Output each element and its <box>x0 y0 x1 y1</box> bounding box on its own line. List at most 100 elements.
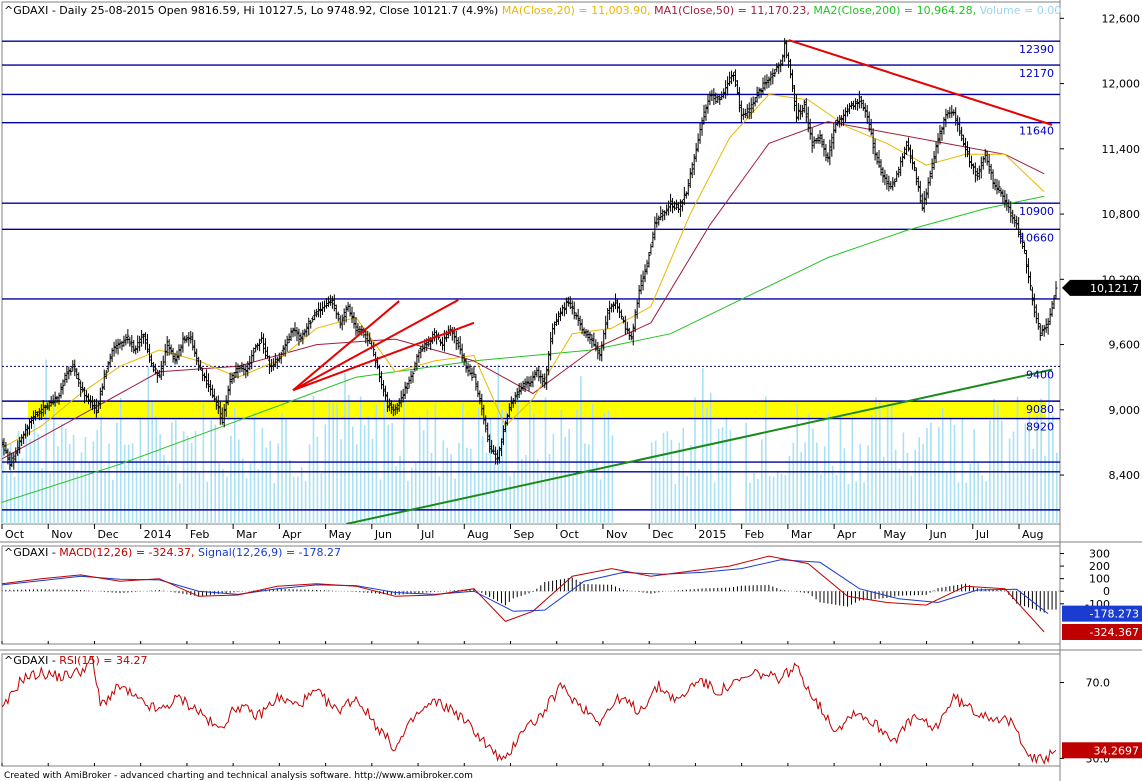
volume-bar <box>934 462 936 524</box>
volume-bar <box>961 417 964 524</box>
volume-bar <box>883 456 885 524</box>
volume-bar <box>289 459 291 524</box>
header-ma20: MA(Close,20) = 11,003.90, <box>498 4 650 17</box>
volume-bar <box>57 446 59 524</box>
volume-bar <box>37 433 39 524</box>
volume-bar <box>875 397 877 524</box>
volume-bar <box>765 396 767 524</box>
volume-bar <box>131 443 134 524</box>
volume-bar <box>127 444 130 524</box>
rsi-plot-area <box>2 656 1057 765</box>
trendline-green <box>345 368 1053 524</box>
volume-bar <box>945 472 948 524</box>
y-tick-label: 11,400 <box>1102 143 1141 156</box>
x-tick-label: May <box>329 528 352 541</box>
volume-bar <box>501 409 504 524</box>
x-tick-label: Mar <box>236 528 257 541</box>
volume-bar <box>308 444 311 524</box>
volume-bar <box>477 407 480 524</box>
volume-bar <box>257 469 260 524</box>
volume-bar <box>654 440 657 524</box>
volume-bar <box>525 455 527 524</box>
volume-bar <box>88 462 91 524</box>
volume-bar <box>418 416 421 524</box>
volume-bar <box>344 373 346 524</box>
volume-bar <box>49 473 51 524</box>
x-tick-label: Apr <box>837 528 857 541</box>
volume-bar <box>375 404 378 524</box>
volume-bar <box>957 482 960 524</box>
volume-bar <box>336 404 338 524</box>
volume-bar <box>367 416 370 524</box>
volume-bar <box>513 471 515 524</box>
signal-badge-label: -178.273 <box>1090 608 1139 621</box>
volume-bar <box>13 476 16 524</box>
volume-bar <box>560 409 563 524</box>
volume-bar <box>788 455 791 524</box>
volume-bar <box>820 474 822 524</box>
volume-bar <box>80 452 83 524</box>
volume-bar <box>926 428 928 524</box>
x-tick-label: Oct <box>560 528 580 541</box>
x-tick-label: May <box>883 528 906 541</box>
volume-bar <box>5 473 8 524</box>
volume-bar <box>179 483 181 524</box>
footer-credit: Created with AmiBroker - advanced charti… <box>4 771 473 781</box>
volume-bar <box>53 398 55 524</box>
trendline-red <box>292 299 459 392</box>
volume-bar <box>580 376 582 524</box>
signal-badge <box>1062 605 1142 622</box>
volume-bar <box>568 429 570 524</box>
volume-bar <box>863 482 865 524</box>
volume-bar <box>544 397 547 524</box>
volume-bar <box>458 442 460 524</box>
volume-bar <box>143 459 146 524</box>
volume-bar <box>407 480 409 524</box>
volume-bar <box>505 411 507 524</box>
x-tick-label: Feb <box>745 528 764 541</box>
volume-bar <box>363 425 366 524</box>
trendlines <box>292 39 1053 524</box>
volume-bar <box>403 397 405 524</box>
volume-bar <box>462 403 464 524</box>
x-tick-label: Nov <box>606 528 628 541</box>
volume-bar <box>749 482 751 524</box>
rsi-y-tick-label: 70.0 <box>1086 676 1111 689</box>
rsi-pane-frame <box>1 653 1061 767</box>
volume-bar <box>1032 449 1034 524</box>
volume-bar <box>997 404 999 524</box>
volume-bar <box>116 422 118 524</box>
volume-bar <box>395 466 397 524</box>
rsi-header-rsi: RSI(15) = 34.27 <box>56 654 148 667</box>
volume-bar <box>61 423 63 524</box>
price-y-axis: 12,60012,00011,40010,80010,2009,6009,000… <box>1060 12 1141 482</box>
trendline-red <box>292 321 475 392</box>
volume-bar <box>171 422 173 524</box>
volume-bar <box>497 364 500 524</box>
volume-bar <box>953 425 956 524</box>
volume-bar <box>411 467 413 524</box>
last-price-badge <box>1062 279 1141 296</box>
volume-bar <box>324 424 327 524</box>
y-tick-label: 8,400 <box>1109 469 1141 482</box>
signal-line <box>2 559 1049 614</box>
volume-bar <box>442 440 445 524</box>
volume-bar <box>340 439 342 524</box>
volume-bar <box>9 444 12 524</box>
volume-bar <box>45 359 47 524</box>
volume-bar <box>584 443 586 524</box>
volume-bar <box>1012 431 1015 524</box>
volume-bar <box>969 463 972 524</box>
price-bars <box>2 38 1058 470</box>
header-ma200: MA2(Close,200) = 10,964.28, <box>810 4 976 17</box>
volume-bar <box>182 431 185 524</box>
volume-bar <box>481 435 484 524</box>
volume-bar <box>68 443 71 524</box>
x-axis: Oct Nov Dec 2014 Feb Mar Apr May Jun Jul Aug Sep Oct… <box>1 524 1044 766</box>
volume-bar <box>202 403 205 524</box>
volume-bar <box>238 439 240 524</box>
x-tick-label: Jul <box>975 528 989 541</box>
x-tick-label: 2014 <box>144 528 172 541</box>
volume-bar <box>670 439 673 524</box>
ma200-line <box>2 195 1045 503</box>
